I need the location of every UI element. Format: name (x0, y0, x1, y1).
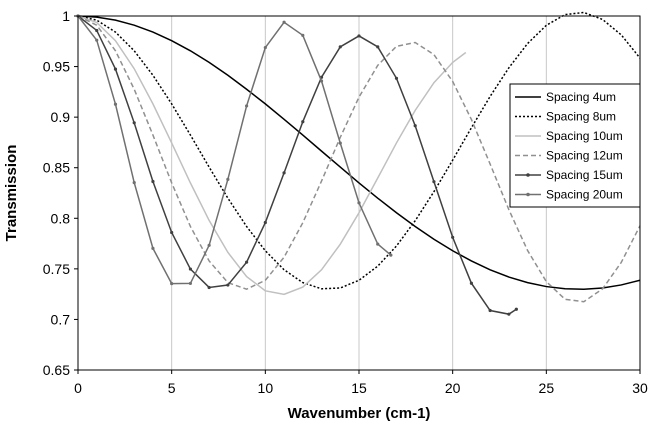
series-spacing-10um (77, 15, 467, 296)
legend-label: Spacing 10um (546, 129, 623, 143)
data-point (469, 281, 473, 285)
legend-label: Spacing 4um (546, 90, 616, 104)
legend-item: Spacing 8um (515, 110, 616, 124)
legend-label: Spacing 12um (546, 149, 623, 163)
data-point (514, 307, 518, 311)
series-line (77, 15, 467, 296)
data-point (301, 33, 305, 37)
data-point (113, 102, 118, 106)
data-point (95, 28, 99, 33)
y-tick-label: 0.8 (51, 210, 71, 226)
y-tick-label: 0.85 (43, 160, 70, 176)
series-spacing-4um (77, 15, 641, 290)
data-point (413, 124, 417, 128)
data-point (507, 312, 511, 316)
data-point (245, 260, 249, 264)
y-tick-label: 0.7 (51, 311, 71, 327)
data-point (263, 220, 267, 225)
series-spacing-20um (76, 14, 393, 286)
series-line (77, 15, 392, 285)
data-point (226, 283, 230, 287)
y-tick-label: 0.65 (43, 362, 70, 378)
series-line (77, 11, 641, 290)
series-line (77, 15, 641, 303)
legend-item: Spacing 10um (515, 129, 623, 143)
data-point (338, 141, 342, 145)
data-point (95, 38, 99, 42)
y-tick-label: 0.9 (51, 109, 71, 125)
data-point (207, 285, 211, 290)
legend-marker (526, 173, 530, 177)
data-point (376, 45, 380, 49)
legend-label: Spacing 20um (546, 188, 623, 202)
data-point (151, 246, 155, 250)
data-point (301, 120, 305, 124)
data-point (394, 76, 399, 80)
data-point (488, 308, 492, 313)
data-point (432, 180, 436, 184)
data-point (357, 201, 361, 205)
x-tick-label: 0 (74, 380, 82, 396)
x-tick-label: 10 (258, 380, 274, 396)
series-spacing-15um (76, 14, 518, 316)
series-line (77, 15, 641, 290)
data-point (319, 79, 324, 83)
data-point (207, 243, 211, 247)
x-tick-label: 30 (632, 380, 648, 396)
y-tick-label: 0.75 (43, 261, 70, 277)
data-point (282, 171, 286, 175)
legend-item: Spacing 12um (515, 149, 623, 163)
data-point (263, 45, 267, 50)
x-tick-label: 20 (445, 380, 461, 396)
data-point (188, 267, 192, 271)
data-point (132, 180, 136, 185)
data-point (282, 20, 286, 24)
series-layer (76, 11, 641, 316)
data-point (188, 281, 192, 286)
legend-item: Spacing 20um (515, 188, 623, 202)
data-point (132, 121, 136, 125)
x-tick-label: 5 (168, 380, 176, 396)
data-point (170, 230, 174, 235)
legend-label: Spacing 8um (546, 110, 616, 124)
series-spacing-8um (77, 11, 641, 290)
data-point (170, 282, 174, 286)
data-point (245, 104, 249, 108)
y-tick-label: 1 (62, 8, 70, 24)
legend-box (509, 83, 641, 208)
x-tick-label: 15 (351, 380, 367, 396)
data-point (226, 177, 230, 181)
legend-label: Spacing 15um (546, 168, 623, 182)
legend-marker (526, 192, 530, 197)
data-point (338, 45, 342, 49)
y-tick-label: 0.95 (43, 59, 70, 75)
data-point (151, 179, 155, 184)
data-point (357, 34, 361, 38)
series-spacing-12um (77, 15, 641, 303)
legend-item: Spacing 15um (515, 168, 623, 182)
x-axis-title: Wavenumber (cm-1) (288, 405, 431, 422)
data-point (451, 235, 455, 239)
legend: Spacing 4um Spacing 8um Spacing 10um Spacin… (509, 83, 641, 208)
data-point (376, 242, 380, 246)
data-point (113, 67, 118, 71)
y-axis: 0.65 0.7 0.75 0.8 0.85 0.9 0.95 1 (43, 8, 78, 378)
legend-item: Spacing 4um (515, 90, 616, 104)
y-axis-title: Transmission (3, 145, 20, 242)
x-axis: 0 5 10 15 20 25 30 (74, 370, 648, 396)
data-point (389, 253, 393, 257)
x-tick-label: 25 (539, 380, 555, 396)
